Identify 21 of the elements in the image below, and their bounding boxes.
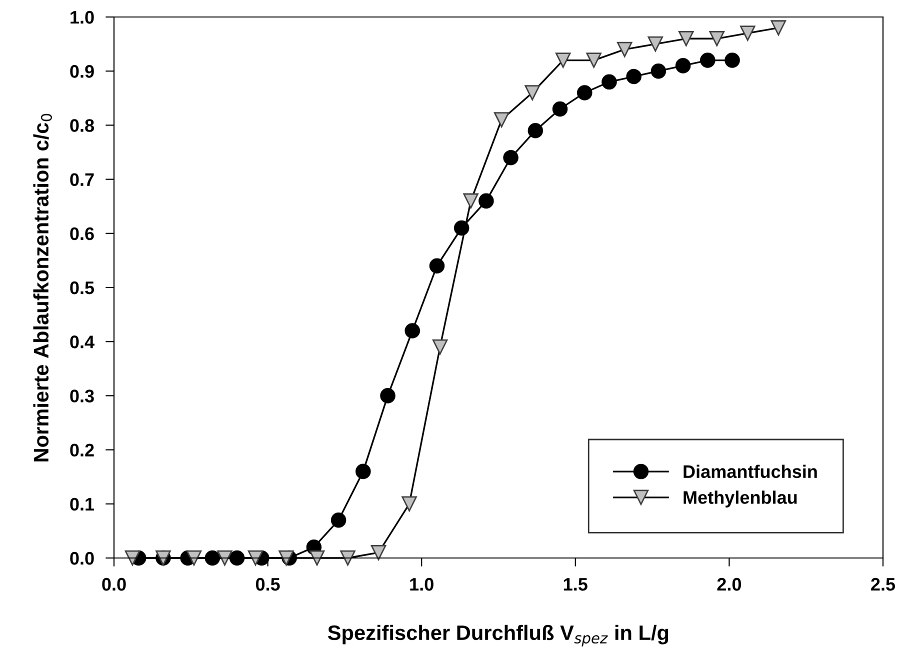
y-tick-label: 0.1 xyxy=(70,498,94,511)
x-tick-label: 1.5 xyxy=(564,578,588,591)
y-tick-label: 0.6 xyxy=(70,227,94,240)
x-tick-label: 0.5 xyxy=(256,578,280,591)
x-tick-label: 2.0 xyxy=(717,578,742,591)
y-tick-label: 0.4 xyxy=(70,336,94,348)
y-tick-label: 0.2 xyxy=(70,444,94,457)
y-tick-label: 1.0 xyxy=(70,10,94,24)
x-axis-title: Spezifischer Durchfluß V$_{spez}$ in L/g xyxy=(328,624,668,646)
legend-label: Diamantfuchsin xyxy=(684,464,817,478)
y-tick-label: 0.9 xyxy=(70,65,94,78)
y-tick-label: 0.7 xyxy=(70,173,94,186)
y-tick-label: 0.0 xyxy=(70,552,94,565)
y-tick-label: 0.5 xyxy=(70,281,94,294)
x-tick-label: 2.5 xyxy=(871,578,896,591)
x-tick-label: 1.0 xyxy=(410,578,434,591)
x-tick-label: 0.0 xyxy=(102,578,126,591)
y-tick-label: 0.8 xyxy=(70,119,94,132)
y-axis-title: Normierte Ablaufkonzentration c/c$_{0}$ xyxy=(33,114,52,462)
legend-label: Methylenblau xyxy=(684,490,797,508)
y-tick-label: 0.3 xyxy=(70,390,94,402)
